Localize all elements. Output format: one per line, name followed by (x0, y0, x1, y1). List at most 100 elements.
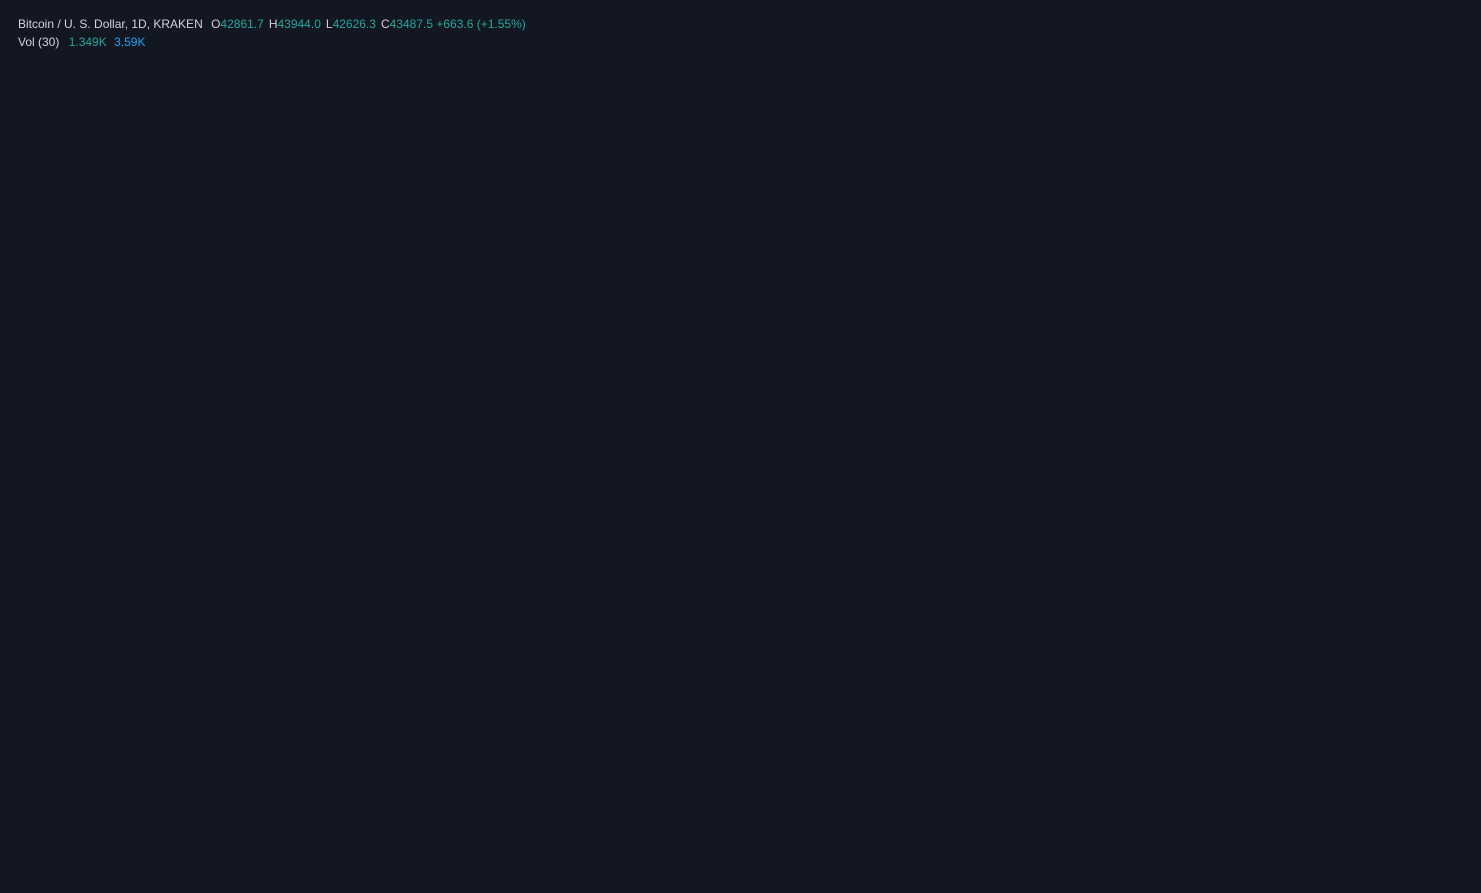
volume-bar (349, 802, 357, 830)
candle-body (700, 569, 707, 583)
candle-body (1025, 642, 1032, 654)
fib-label: 0.382(42668.6) (1322, 499, 1400, 511)
volume-bar (187, 809, 194, 830)
volume-bar (332, 781, 340, 830)
candle-body (538, 203, 545, 233)
volume-bar (16, 781, 23, 830)
candle-body (734, 604, 742, 637)
candle-body (461, 279, 468, 302)
volume-bar (495, 802, 502, 830)
candle-body (427, 366, 434, 388)
y-tick-label: 64000.0 (1418, 102, 1460, 114)
candle-body (358, 156, 365, 183)
candle-body (1042, 662, 1049, 672)
currency[interactable]: USD (1427, 19, 1451, 31)
candle-body (1188, 673, 1195, 698)
candle-body (238, 201, 246, 237)
volume-bar (538, 795, 545, 830)
volume-bar (418, 781, 425, 830)
x-tick-label: Aug (1258, 837, 1278, 849)
volume-bar (922, 760, 930, 830)
candle-body (187, 260, 194, 262)
candle-body (8, 350, 15, 388)
volume-bar (298, 809, 306, 830)
volume-bar (7, 795, 15, 830)
candle-body (1000, 647, 1007, 676)
y-tick-label: 60000.0 (1418, 177, 1460, 189)
volume-bar (1059, 802, 1067, 830)
volume-bar (974, 795, 981, 830)
volume-bar (888, 788, 896, 830)
y-tick-label: 40000.0 (1418, 549, 1460, 561)
x-tick-label: Apr (216, 837, 234, 849)
candle-body (59, 160, 66, 235)
volume-ma (10, 772, 1320, 807)
candle-body (649, 541, 656, 605)
candle-body (161, 325, 169, 345)
y-tick-label: 58000.0 (1418, 214, 1460, 226)
volume-bar (649, 746, 656, 830)
candle-body (854, 545, 861, 572)
volume-bar (939, 795, 947, 830)
volume-bar (1299, 802, 1306, 830)
candle-body (1162, 725, 1169, 745)
candle-body (230, 201, 237, 207)
volume-bar (443, 795, 451, 830)
volume-bar (213, 795, 220, 830)
volume-bar (1213, 760, 1221, 830)
volume-bar (820, 788, 827, 830)
brand: TradingView (34, 867, 111, 882)
volume-bar (127, 802, 135, 830)
volume-bar (965, 795, 973, 830)
volume-bar (743, 795, 750, 830)
volume-bar (914, 753, 921, 830)
ohlc-value: 42626.3 (332, 17, 376, 31)
volume-bar (469, 788, 477, 830)
volume-bar (563, 795, 571, 830)
volume-bar (1145, 816, 1152, 830)
candle-body (1179, 697, 1186, 702)
candle-body (1265, 526, 1272, 557)
candle-body (50, 223, 57, 235)
volume-bar (50, 795, 58, 830)
candle-body (666, 601, 673, 654)
candle-body (760, 569, 767, 600)
candle-body (572, 244, 579, 384)
volume-ma: 3.59K (114, 35, 146, 49)
volume-bar (93, 788, 100, 830)
candle-body (820, 603, 827, 617)
candle-body (247, 216, 254, 237)
candle-body (418, 346, 425, 367)
x-tick-label: Jul (996, 837, 1011, 849)
candle-body (940, 653, 947, 672)
candle-body (290, 217, 297, 219)
candle-body (119, 217, 126, 220)
candle-body (1094, 660, 1101, 684)
volume-bar (606, 788, 613, 830)
volume-bar (452, 795, 460, 830)
candle-body (1239, 554, 1246, 556)
change: +663.6 (+1.55%) (436, 17, 526, 31)
x-tick-label: 12 (1091, 837, 1104, 849)
symbol-legend: Bitcoin / U. S. Dollar, 1D, KRAKEN O4286… (18, 17, 526, 31)
volume-bar (478, 795, 485, 830)
candle-body (478, 223, 485, 226)
x-tick-label: 14 (851, 837, 864, 849)
candle-body (871, 552, 878, 587)
year-open-label: 28959.4 (1409, 754, 1451, 766)
volume-bar (238, 809, 246, 830)
y-tick-label: 36000.0 (1418, 623, 1460, 635)
volume-bar (221, 802, 229, 830)
candle-body (1316, 489, 1323, 502)
currency-box[interactable] (1423, 14, 1456, 35)
volume-bar (290, 809, 297, 830)
volume-value: 1.349K (68, 35, 107, 49)
volume-bar (555, 788, 562, 830)
candle-body (623, 489, 630, 501)
volume-bar (461, 802, 468, 830)
candle-body (1119, 688, 1126, 706)
x-tick-label: 17 (612, 837, 625, 849)
candle-body (837, 604, 844, 639)
volume-bar (1282, 802, 1289, 830)
